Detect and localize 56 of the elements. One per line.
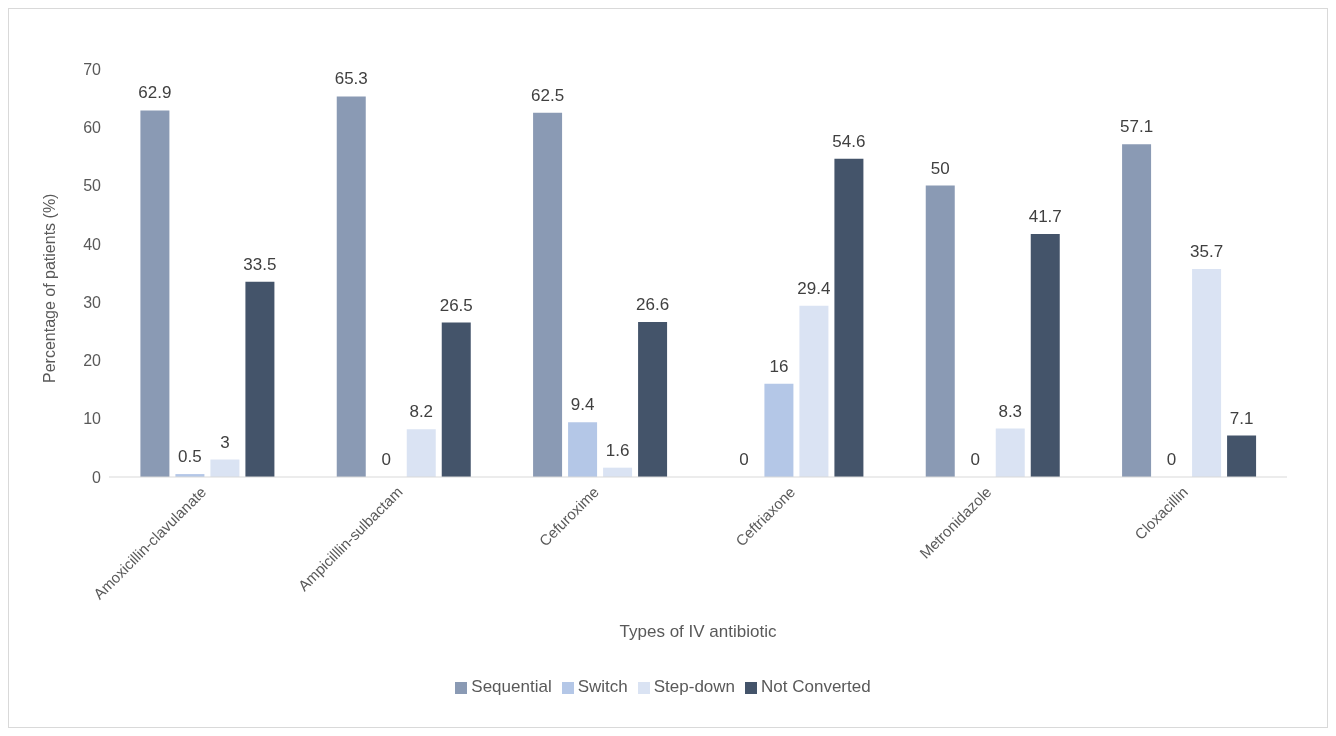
bar [441, 322, 471, 477]
y-tick-label: 70 [83, 60, 102, 78]
bar [1192, 268, 1222, 477]
data-label: 9.4 [570, 395, 595, 415]
x-axis-title: Types of IV antibiotic [619, 622, 777, 641]
data-label: 62.5 [531, 85, 565, 105]
legend-label: Step-down [653, 677, 736, 696]
bar [799, 305, 829, 477]
y-tick-label: 10 [83, 410, 102, 428]
y-tick-label: 30 [83, 293, 102, 311]
data-label: 26.5 [439, 295, 473, 315]
data-label: 35.7 [1190, 241, 1224, 261]
data-label: 65.3 [334, 69, 368, 89]
data-label: 57.1 [1120, 117, 1154, 137]
legend-label: Not Converted [761, 677, 871, 696]
data-label: 3 [220, 432, 230, 452]
data-label: 1.6 [605, 440, 630, 460]
data-label: 0 [1166, 449, 1177, 469]
data-label: 8.3 [998, 401, 1023, 421]
bar [764, 383, 794, 477]
data-label: 26.6 [636, 294, 670, 314]
data-label: 0 [381, 449, 391, 469]
data-label: 41.7 [1028, 206, 1062, 226]
bar [1030, 233, 1060, 477]
y-axis-title: Percentage of patients (%) [40, 193, 58, 383]
data-label: 0.5 [178, 447, 202, 467]
data-label: 50 [930, 158, 950, 178]
data-label: 0 [970, 449, 980, 469]
data-label: 33.5 [243, 254, 277, 274]
bar [638, 321, 668, 477]
bar [925, 185, 955, 477]
data-label: 29.4 [797, 278, 831, 298]
bar [533, 112, 563, 477]
data-label: 8.2 [409, 402, 434, 422]
bar [995, 428, 1025, 477]
data-label: 62.9 [138, 83, 172, 103]
bar [210, 459, 240, 477]
bar [568, 422, 598, 477]
bar [1227, 435, 1257, 477]
data-label: 0 [739, 449, 749, 469]
y-tick-label: 50 [83, 177, 102, 195]
data-label: 16 [769, 356, 789, 376]
data-label: 54.6 [832, 131, 866, 151]
bar [406, 429, 436, 477]
y-tick-label: 60 [83, 118, 102, 136]
bar [1122, 144, 1152, 477]
y-tick-label: 40 [83, 235, 102, 253]
data-label: 7.1 [1229, 408, 1254, 428]
legend-label: Sequential [471, 677, 552, 696]
bar [834, 158, 864, 477]
legend-label: Switch [577, 677, 628, 696]
y-tick-label: 0 [92, 468, 102, 486]
bar [140, 110, 170, 477]
bar [245, 281, 275, 477]
bar [336, 96, 366, 477]
y-tick-label: 20 [83, 352, 102, 370]
